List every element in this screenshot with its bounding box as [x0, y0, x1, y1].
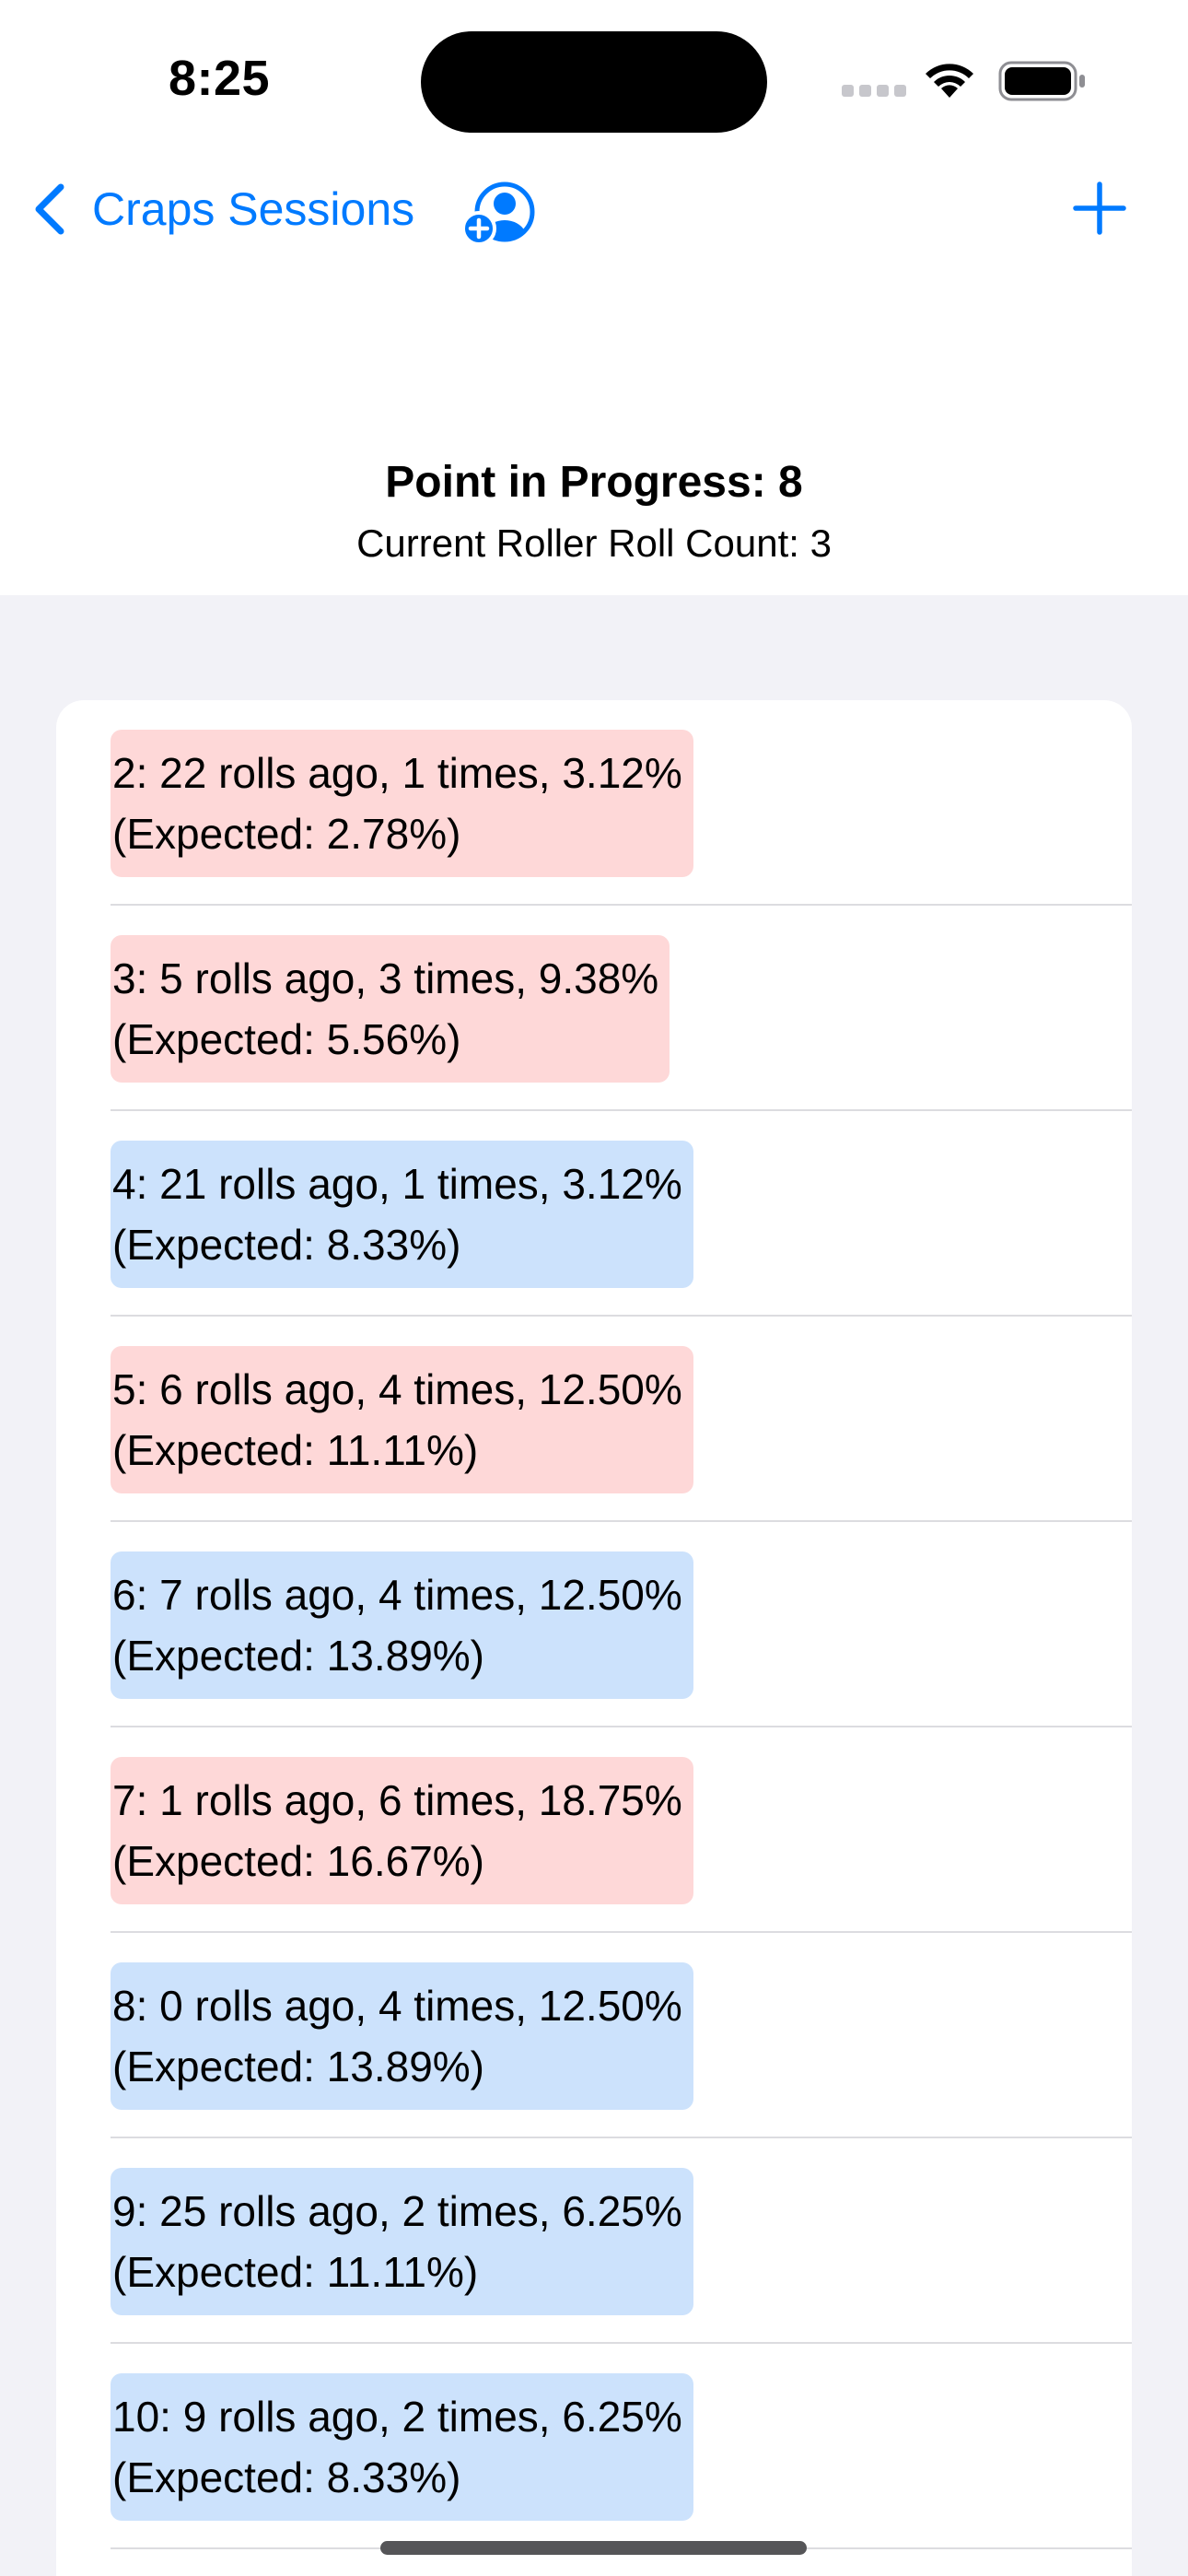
roll-stat-pill: 6: 7 rolls ago, 4 times, 12.50% (Expecte…: [111, 1551, 693, 1699]
divider: [111, 1109, 1132, 1111]
roll-stat-pill: 4: 21 rolls ago, 1 times, 3.12% (Expecte…: [111, 1141, 693, 1288]
divider: [111, 1520, 1132, 1522]
divider: [111, 1726, 1132, 1727]
list-item[interactable]: 4: 21 rolls ago, 1 times, 3.12% (Expecte…: [111, 1111, 1132, 1317]
roll-stat-pill: 5: 6 rolls ago, 4 times, 12.50% (Expecte…: [111, 1346, 693, 1493]
cellular-signal-icon: [842, 85, 906, 98]
list-item[interactable]: 3: 5 rolls ago, 3 times, 9.38% (Expected…: [111, 906, 1132, 1111]
roll-stat-line: 7: 1 rolls ago, 6 times, 18.75%: [112, 1776, 682, 1824]
list-item[interactable]: 7: 1 rolls ago, 6 times, 18.75% (Expecte…: [111, 1727, 1132, 1933]
back-button-label: Craps Sessions: [92, 183, 415, 235]
wifi-icon: [926, 64, 973, 98]
roll-stat-expected: (Expected: 16.67%): [112, 1837, 485, 1885]
roll-stat-expected: (Expected: 8.33%): [112, 1221, 461, 1269]
point-in-progress: Point in Progress: 8: [385, 458, 803, 507]
divider: [111, 1931, 1132, 1933]
divider: [111, 904, 1132, 906]
list-item[interactable]: 2: 22 rolls ago, 1 times, 3.12% (Expecte…: [111, 700, 1132, 906]
divider: [111, 2137, 1132, 2138]
roll-stat-line: 4: 21 rolls ago, 1 times, 3.12%: [112, 1160, 682, 1208]
roll-stat-expected: (Expected: 11.11%): [112, 1426, 479, 1474]
add-button[interactable]: [1072, 181, 1127, 236]
home-indicator[interactable]: [380, 2541, 807, 2555]
roll-stat-line: 9: 25 rolls ago, 2 times, 6.25%: [112, 2187, 682, 2235]
chevron-left-icon: [35, 183, 64, 235]
roll-stat-pill: 10: 9 rolls ago, 2 times, 6.25% (Expecte…: [111, 2373, 693, 2521]
roll-stat-expected: (Expected: 2.78%): [112, 810, 461, 858]
roll-stat-line: 5: 6 rolls ago, 4 times, 12.50%: [112, 1365, 682, 1413]
roll-stat-expected: (Expected: 13.89%): [112, 2043, 485, 2090]
roll-stat-line: 10: 9 rolls ago, 2 times, 6.25%: [112, 2393, 682, 2441]
roll-stat-line: 6: 7 rolls ago, 4 times, 12.50%: [112, 1571, 682, 1619]
list-item[interactable]: 9: 25 rolls ago, 2 times, 6.25% (Expecte…: [111, 2138, 1132, 2344]
roll-stat-expected: (Expected: 13.89%): [112, 1632, 485, 1680]
list-item[interactable]: 8: 0 rolls ago, 4 times, 12.50% (Expecte…: [111, 1933, 1132, 2138]
roll-stat-pill: 2: 22 rolls ago, 1 times, 3.12% (Expecte…: [111, 730, 693, 877]
roller-roll-count: Current Roller Roll Count: 3: [356, 521, 832, 565]
roll-stat-pill: 9: 25 rolls ago, 2 times, 6.25% (Expecte…: [111, 2168, 693, 2315]
list-item[interactable]: 10: 9 rolls ago, 2 times, 6.25% (Expecte…: [111, 2344, 1132, 2549]
roll-stat-line: 3: 5 rolls ago, 3 times, 9.38%: [112, 954, 659, 1002]
add-person-icon[interactable]: [462, 179, 538, 245]
roll-stat-expected: (Expected: 5.56%): [112, 1015, 461, 1063]
roll-stats-list: 2: 22 rolls ago, 1 times, 3.12% (Expecte…: [56, 700, 1132, 2576]
roll-stat-expected: (Expected: 11.11%): [112, 2248, 479, 2296]
status-time: 8:25: [169, 51, 271, 106]
roll-stat-line: 8: 0 rolls ago, 4 times, 12.50%: [112, 1982, 682, 2030]
roll-stat-pill: 3: 5 rolls ago, 3 times, 9.38% (Expected…: [111, 935, 670, 1083]
roll-stat-pill: 8: 0 rolls ago, 4 times, 12.50% (Expecte…: [111, 1962, 693, 2110]
roll-stat-line: 2: 22 rolls ago, 1 times, 3.12%: [112, 749, 682, 797]
roll-stat-pill: 7: 1 rolls ago, 6 times, 18.75% (Expecte…: [111, 1757, 693, 1904]
battery-icon: [998, 61, 1085, 101]
back-button[interactable]: Craps Sessions: [31, 177, 414, 241]
dynamic-island: [421, 31, 767, 133]
divider: [111, 1315, 1132, 1317]
roll-stat-expected: (Expected: 8.33%): [112, 2453, 461, 2501]
divider: [111, 2342, 1132, 2344]
list-item[interactable]: 6: 7 rolls ago, 4 times, 12.50% (Expecte…: [111, 1522, 1132, 1727]
list-item[interactable]: 5: 6 rolls ago, 4 times, 12.50% (Expecte…: [111, 1317, 1132, 1522]
